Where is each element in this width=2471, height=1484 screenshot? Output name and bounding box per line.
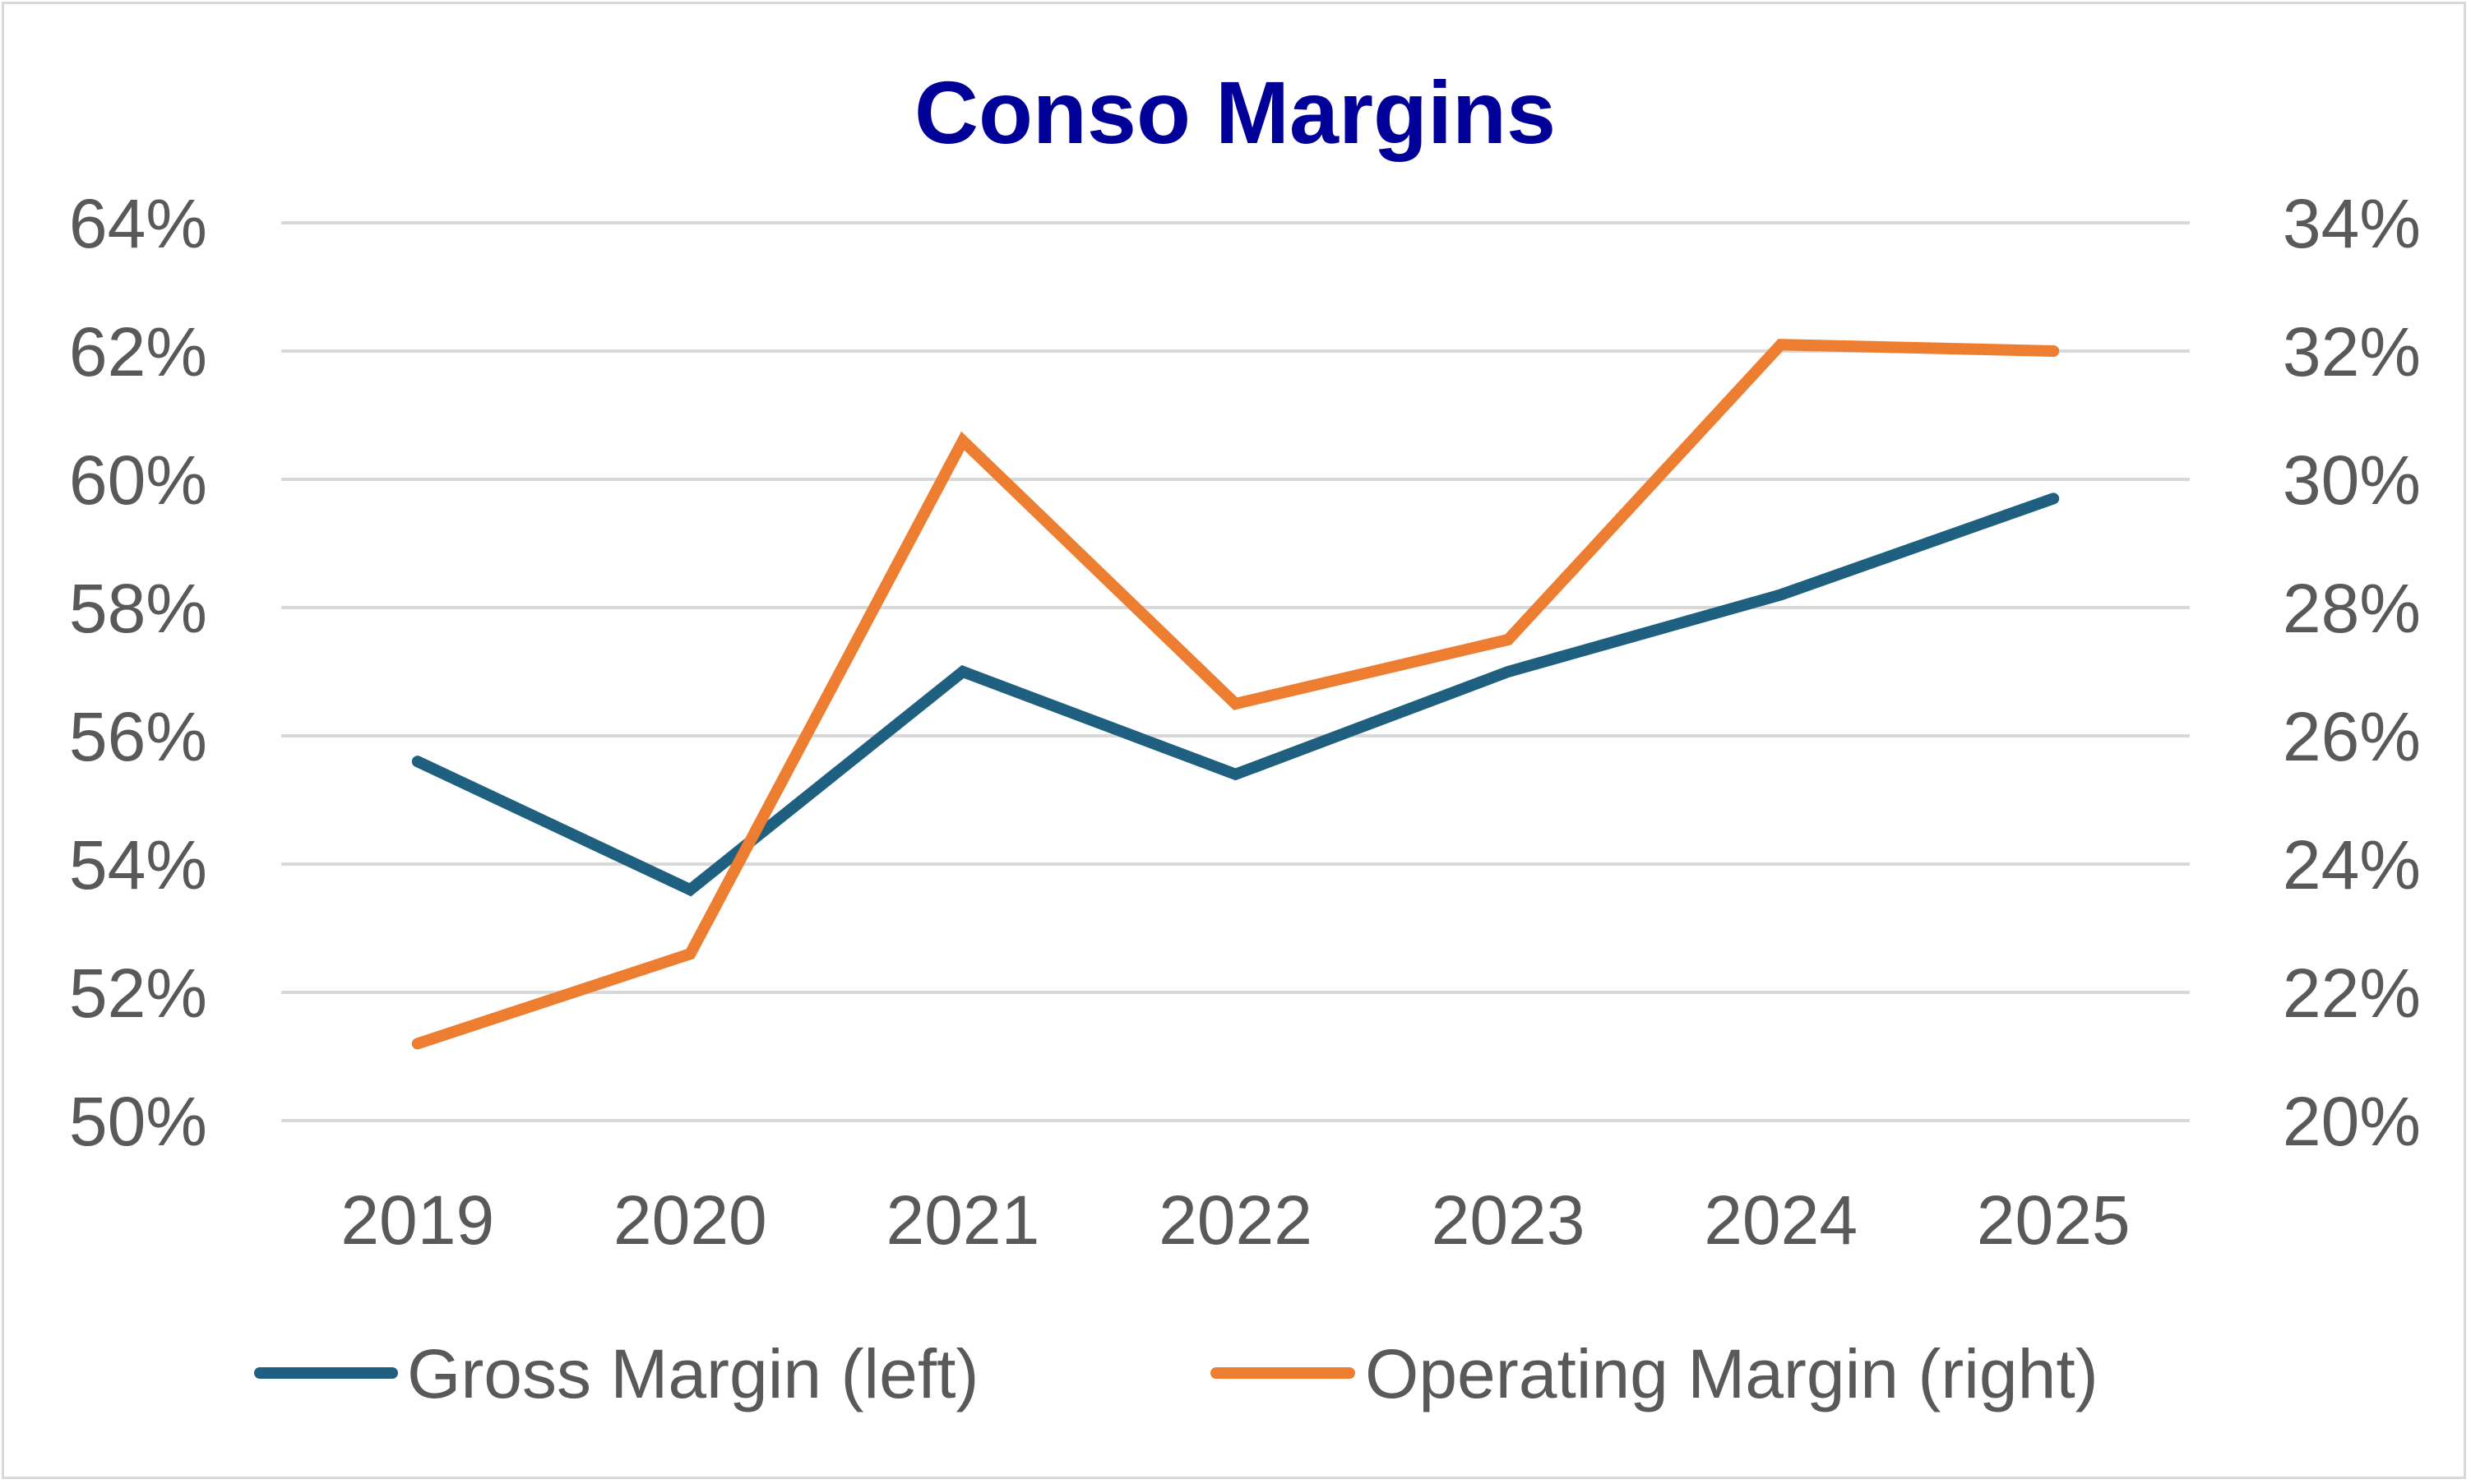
right-tick-label: 32% — [2283, 313, 2421, 391]
x-tick-label: 2020 — [613, 1181, 767, 1259]
right-tick-label: 28% — [2283, 570, 2421, 647]
chart-title: Conso Margins — [914, 62, 1556, 162]
left-tick-label: 52% — [69, 955, 207, 1032]
data-point — [1780, 594, 1782, 595]
x-tick-label: 2021 — [886, 1181, 1039, 1259]
data-point — [1507, 639, 1509, 640]
gross-margin-line — [411, 492, 2060, 897]
legend-label: Operating Margin (right) — [1365, 1335, 2098, 1412]
x-axis: 2019 2020 2021 2022 2023 2024 2025 — [340, 1181, 2130, 1259]
right-tick-label: 34% — [2283, 185, 2421, 262]
right-tick-label: 22% — [2283, 955, 2421, 1032]
left-tick-label: 60% — [69, 442, 207, 519]
data-point — [1235, 774, 1237, 775]
right-tick-label: 20% — [2283, 1083, 2421, 1160]
series — [411, 339, 2060, 1050]
operating-margin-line — [411, 339, 2060, 1050]
right-tick-label: 26% — [2283, 698, 2421, 775]
data-point — [1507, 671, 1509, 673]
left-tick-label: 56% — [69, 698, 207, 775]
data-point — [417, 760, 419, 762]
gridlines — [281, 221, 2190, 1122]
data-point — [689, 953, 691, 955]
data-point — [1780, 344, 1782, 345]
left-tick-label: 64% — [69, 185, 207, 262]
x-tick-label: 2024 — [1704, 1181, 1858, 1259]
x-tick-label: 2023 — [1432, 1181, 1585, 1259]
data-point — [689, 889, 691, 890]
right-tick-label: 24% — [2283, 826, 2421, 904]
x-tick-label: 2022 — [1159, 1181, 1312, 1259]
right-tick-label: 30% — [2283, 442, 2421, 519]
x-tick-label: 2025 — [1977, 1181, 2131, 1259]
data-point — [2052, 497, 2054, 499]
data-point — [2052, 350, 2054, 352]
left-tick-label: 54% — [69, 826, 207, 904]
legend: Gross Margin (left) Operating Margin (rig… — [254, 1335, 2098, 1412]
data-point — [1235, 703, 1237, 705]
x-tick-label: 2019 — [340, 1181, 494, 1259]
right-axis: 20% 22% 24% 26% 28% 30% 32% 34% — [2283, 185, 2421, 1160]
left-tick-label: 62% — [69, 313, 207, 391]
legend-label: Gross Margin (left) — [407, 1335, 979, 1412]
left-tick-label: 50% — [69, 1083, 207, 1160]
data-point — [962, 440, 964, 442]
data-point — [962, 671, 964, 673]
left-tick-label: 58% — [69, 570, 207, 647]
left-axis: 50% 52% 54% 56% 58% 60% 62% 64% — [69, 185, 207, 1160]
data-point — [417, 1042, 419, 1044]
